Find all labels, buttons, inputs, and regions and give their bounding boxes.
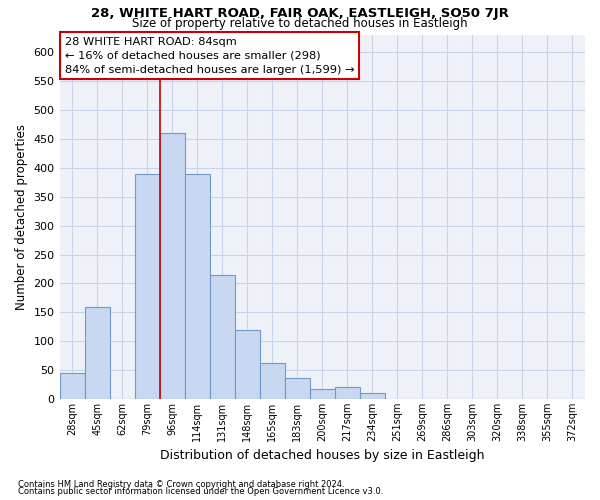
Bar [335,388,360,399]
Bar [185,174,209,399]
Text: Contains public sector information licensed under the Open Government Licence v3: Contains public sector information licen… [18,488,383,496]
Text: 28, WHITE HART ROAD, FAIR OAK, EASTLEIGH, SO50 7JR: 28, WHITE HART ROAD, FAIR OAK, EASTLEIGH… [91,8,509,20]
X-axis label: Distribution of detached houses by size in Eastleigh: Distribution of detached houses by size … [160,450,485,462]
Bar [59,373,85,399]
Bar [134,174,160,399]
Bar [209,275,235,399]
Bar [360,393,385,399]
Bar [85,306,110,399]
Text: Contains HM Land Registry data © Crown copyright and database right 2024.: Contains HM Land Registry data © Crown c… [18,480,344,489]
Text: 28 WHITE HART ROAD: 84sqm
← 16% of detached houses are smaller (298)
84% of semi: 28 WHITE HART ROAD: 84sqm ← 16% of detac… [65,37,354,75]
Bar [260,362,285,399]
Bar [310,388,335,399]
Bar [160,133,185,399]
Bar [235,330,260,399]
Y-axis label: Number of detached properties: Number of detached properties [15,124,28,310]
Bar [285,378,310,399]
Text: Size of property relative to detached houses in Eastleigh: Size of property relative to detached ho… [132,18,468,30]
